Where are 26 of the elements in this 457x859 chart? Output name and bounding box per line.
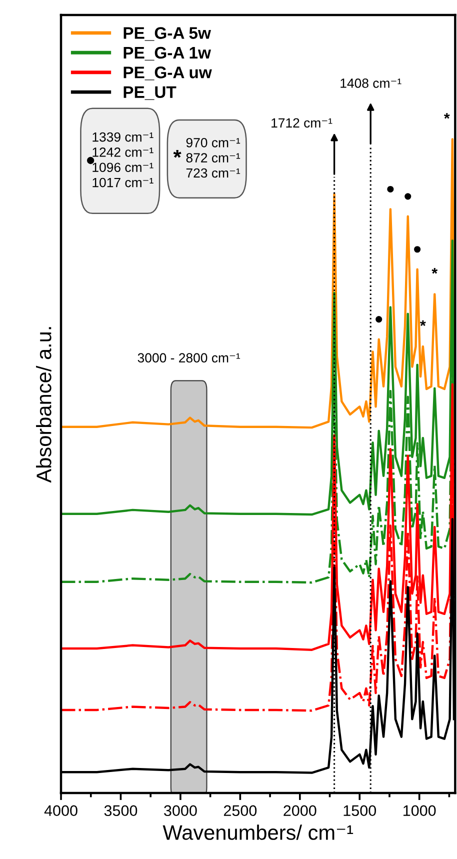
x-tick-label: 3500: [104, 805, 138, 816]
x-tick-label: 2500: [224, 805, 257, 816]
legend-label: PE_G-A 5w: [124, 27, 211, 41]
x-tick-label: 1500: [344, 805, 376, 816]
annotation: *: [420, 320, 426, 326]
x-axis-title: Wavenumbers/ cm⁻¹: [162, 824, 354, 840]
x-tick-label: 4000: [44, 805, 78, 816]
x-tick-label: 2000: [284, 805, 316, 816]
legend-label: PE_UT: [124, 86, 176, 100]
annotation: *: [432, 268, 438, 274]
y-axis-title: Absorbance/ a.u.: [36, 327, 52, 483]
ref-line-label: 1712 cm⁻¹: [272, 118, 332, 128]
annotation: ●: [404, 193, 412, 200]
x-tick-label: 3000: [164, 805, 197, 816]
annotation: ●: [86, 156, 94, 164]
x-tick-label: 1000: [404, 805, 436, 816]
band-label: 3000 - 2800 cm⁻¹: [138, 353, 240, 363]
legend-label: PE_G-A 1w: [124, 46, 211, 61]
ref-line-label: 1408 cm⁻¹: [340, 78, 402, 88]
annotation: ●: [376, 316, 382, 323]
annotation: *: [173, 150, 182, 158]
legend-label: PE_G-A uw: [124, 66, 212, 80]
annotation: ●: [387, 186, 394, 193]
annotation: *: [444, 113, 450, 119]
annotation: ●: [414, 246, 421, 253]
annotation: 970 cm⁻¹ 872 cm⁻¹ 723 cm⁻¹: [186, 138, 240, 178]
